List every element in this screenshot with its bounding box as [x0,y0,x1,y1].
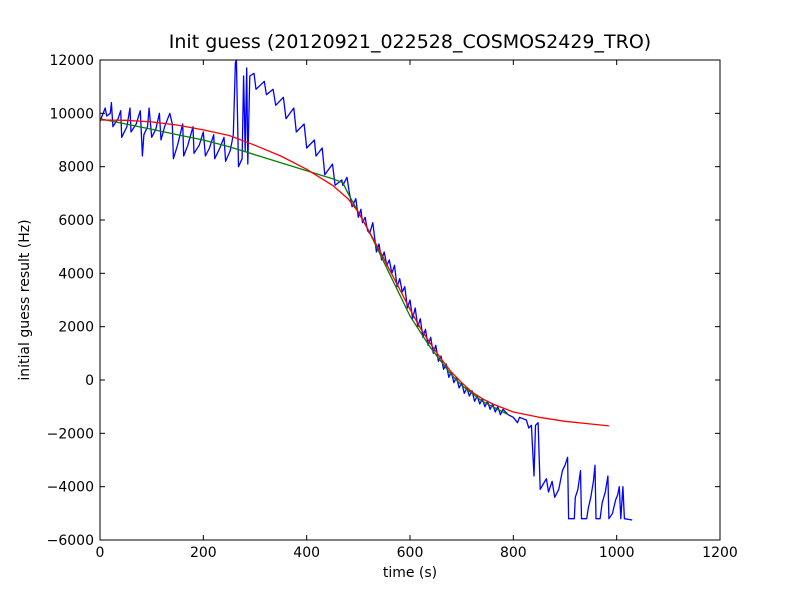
x-tick-label: 1200 [702,545,738,561]
y-axis: 12000 10000 8000 6000 4000 2000 0 −2000 −4000 −60… [47,53,720,549]
series-layer [100,60,633,521]
x-tick-label: 800 [500,545,527,561]
y-tick-label: −2000 [47,426,94,442]
x-tick-label: 200 [190,545,217,561]
x-axis-label: time (s) [383,565,437,581]
x-tick-label: 0 [96,545,105,561]
y-tick-label: 4000 [58,266,94,282]
y-tick-label: 6000 [58,213,94,229]
chart-title: Init guess (20120921_022528_COSMOS2429_T… [169,31,651,53]
x-axis: 0 200 400 600 800 1000 1200 [96,60,738,561]
y-tick-label: −6000 [47,533,94,549]
y-tick-label: −4000 [47,480,94,496]
series-line-0 [100,60,633,521]
y-tick-label: 10000 [49,106,94,122]
plot-area [100,60,633,521]
series-line-2 [100,119,609,427]
series-line-1 [100,118,509,416]
y-tick-label: 12000 [49,53,94,69]
x-tick-label: 400 [293,545,320,561]
x-tick-label: 600 [397,545,424,561]
x-tick-label: 1000 [599,545,635,561]
y-tick-label: 0 [85,373,94,389]
y-axis-label: initial guess result (Hz) [17,219,33,380]
y-tick-label: 2000 [58,320,94,336]
y-tick-label: 8000 [58,160,94,176]
